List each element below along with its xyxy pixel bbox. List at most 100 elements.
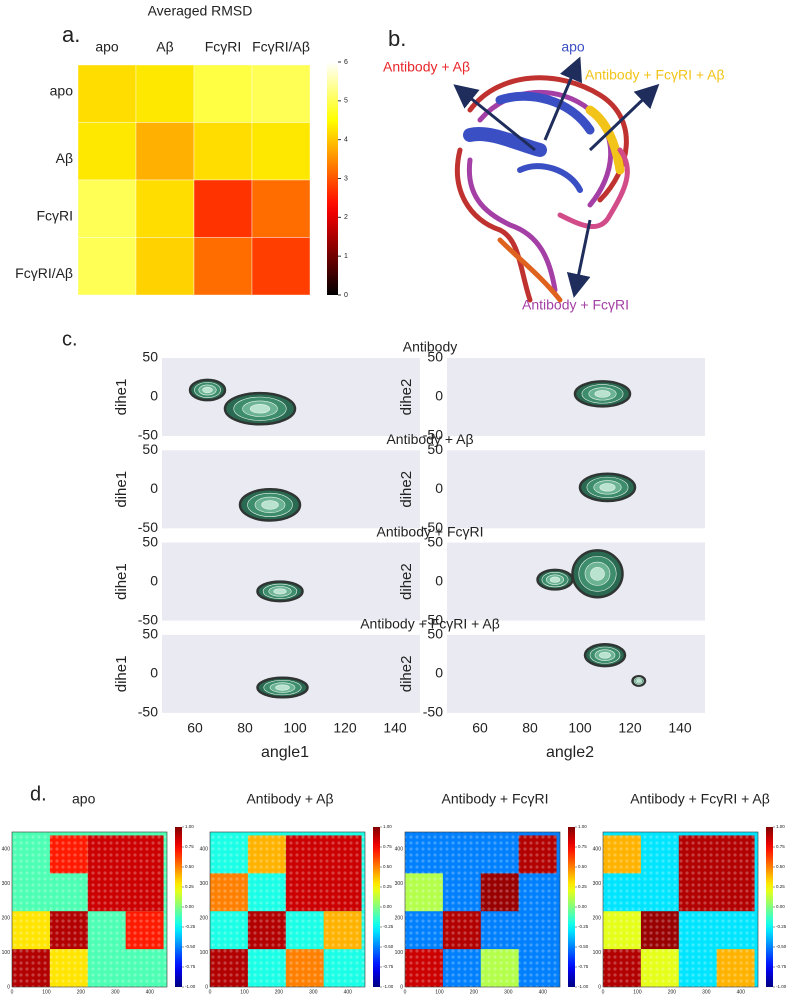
subplot-title: Antibody + FcγRI + Aβ	[360, 616, 500, 632]
colorbar-tick-label: 0.00	[776, 904, 785, 909]
x-axis-label: angle1	[261, 744, 309, 761]
colorbar-tick-label: 2	[344, 214, 348, 221]
colorbar	[327, 62, 338, 295]
colorbar-tick-label: 6	[344, 59, 348, 66]
heatmap-cell	[251, 64, 311, 123]
row-label: Aβ	[56, 150, 73, 166]
x-tick-label: 100	[633, 989, 642, 995]
map-frame	[404, 831, 561, 988]
y-axis-label: dihe2	[398, 656, 415, 693]
colorbar-tick-label: 0.00	[185, 904, 194, 909]
density-contour	[549, 576, 561, 583]
x-tick-label: 400	[539, 989, 548, 995]
colorbar-tick-label: 0.25	[185, 884, 194, 889]
map-title: apo	[72, 791, 96, 807]
y-tick-label: 0	[435, 572, 443, 588]
colorbar-tick-label: -1.00	[776, 984, 787, 989]
annotation: apo	[561, 39, 585, 55]
colorbar-tick-label: 1.00	[776, 824, 785, 829]
y-axis-label: dihe1	[113, 656, 130, 693]
column-label: FcγRI/Aβ	[252, 39, 310, 55]
x-tick-label: 120	[333, 720, 357, 736]
y-tick-label: 0	[205, 984, 208, 990]
colorbar-tick-label: -0.50	[578, 944, 589, 949]
texture	[210, 832, 365, 987]
colorbar-tick-label: 5	[344, 98, 348, 105]
colorbar-tick-label: 1.00	[383, 824, 392, 829]
y-tick-label: -50	[138, 519, 158, 535]
y-tick-label: 0	[435, 388, 443, 404]
x-tick-label: 0	[209, 989, 212, 995]
y-tick-label: 100	[593, 950, 602, 956]
y-tick-label: -50	[138, 611, 158, 627]
x-axis-label: angle2	[546, 744, 594, 761]
x-tick-label: 140	[668, 720, 692, 736]
colorbar-tick-label: 0.50	[383, 864, 392, 869]
annotation: Antibody + FcγRI + Aβ	[585, 67, 725, 83]
x-tick-label: 300	[111, 989, 120, 995]
panel-label: b.	[388, 26, 406, 51]
x-tick-label: 100	[435, 989, 444, 995]
colorbar-tick-label: 0.50	[578, 864, 587, 869]
density-contour	[249, 404, 271, 414]
x-tick-label: 400	[737, 989, 746, 995]
colorbar-tick-label: -0.25	[578, 924, 589, 929]
y-tick-label: 0	[435, 480, 443, 496]
y-axis-label: dihe1	[113, 379, 130, 416]
x-tick-label: 100	[568, 720, 592, 736]
subplot-title: Antibody + FcγRI	[377, 523, 484, 539]
y-tick-label: 400	[395, 847, 404, 853]
x-tick-label: 0	[404, 989, 407, 995]
y-tick-label: 300	[200, 881, 209, 887]
x-tick-label: 0	[11, 989, 14, 995]
y-tick-label: 0	[598, 984, 601, 990]
colorbar-tick-label: 0.75	[185, 844, 194, 849]
colorbar-tick-label: -0.25	[776, 924, 787, 929]
colorbar-tick-label: 4	[344, 137, 348, 144]
y-tick-label: -50	[423, 519, 443, 535]
y-tick-label: -50	[423, 427, 443, 443]
y-tick-label: -50	[423, 611, 443, 627]
y-axis-label: dihe2	[398, 563, 415, 600]
colorbar-tick-label: -1.00	[383, 984, 394, 989]
y-tick-label: 400	[593, 847, 602, 853]
x-tick-label: 300	[309, 989, 318, 995]
colorbar-tick-label: 0.25	[383, 884, 392, 889]
annotation: Antibody + Aβ	[383, 59, 470, 75]
heatmap-cell	[193, 64, 253, 123]
y-tick-label: 400	[200, 847, 209, 853]
colorbar-tick-label: 0.50	[776, 864, 785, 869]
x-tick-label: 0	[602, 989, 605, 995]
subplot-title: Antibody	[403, 339, 457, 355]
colorbar-tick-label: -0.50	[383, 944, 394, 949]
y-axis-label: dihe2	[398, 471, 415, 508]
heatmap-cell	[193, 237, 253, 296]
texture	[405, 832, 560, 987]
y-tick-label: 100	[2, 950, 11, 956]
density-contour	[599, 483, 616, 492]
y-tick-label: 0	[150, 480, 158, 496]
y-tick-label: 50	[142, 441, 158, 457]
colorbar-tick-label: -0.50	[185, 944, 196, 949]
density-contour	[636, 679, 641, 683]
heatmap-cell	[251, 179, 311, 238]
y-tick-label: 200	[593, 915, 602, 921]
y-tick-label: 0	[150, 665, 158, 681]
colorbar-tick-label: 1	[344, 253, 348, 260]
row-label: apo	[50, 82, 74, 98]
x-tick-label: 80	[237, 720, 253, 736]
x-tick-label: 400	[344, 989, 353, 995]
column-label: Aβ	[156, 39, 173, 55]
y-tick-label: 100	[395, 950, 404, 956]
density-contour	[261, 500, 279, 510]
panel-label: a.	[62, 22, 80, 47]
colorbar-tick-label: 0	[344, 292, 348, 299]
colorbar-tick-label: 3	[344, 175, 348, 182]
colorbar-tick-label: 1.00	[185, 824, 194, 829]
panel-label: d.	[30, 783, 47, 805]
y-tick-label: -50	[138, 704, 158, 720]
colorbar-tick-label: 1.00	[578, 824, 587, 829]
x-tick-label: 120	[618, 720, 642, 736]
